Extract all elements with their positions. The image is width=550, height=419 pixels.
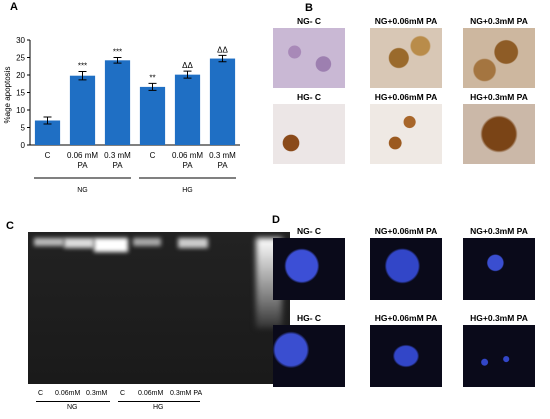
- micrograph: [370, 104, 442, 164]
- significance-mark: **: [149, 73, 155, 82]
- image-caption: HG+0.3mM PA: [470, 92, 528, 102]
- y-tick-label: 0: [21, 141, 26, 150]
- error-bar: [148, 82, 157, 91]
- group-label: NG: [67, 404, 78, 411]
- group-label: NG: [77, 187, 88, 194]
- image-caption: HG+0.06mM PA: [374, 313, 438, 323]
- error-bar: [183, 70, 192, 79]
- image-caption: NG+0.3mM PA: [470, 16, 528, 26]
- micrograph: [370, 28, 442, 88]
- image-caption: HG- C: [296, 313, 322, 323]
- y-tick-label: 30: [16, 36, 25, 45]
- micrograph: [463, 28, 535, 88]
- image-caption: NG+0.06mM PA: [374, 226, 438, 236]
- bar: [104, 60, 131, 145]
- y-tick-label: 25: [16, 54, 25, 63]
- panel-label: B: [305, 2, 313, 14]
- image-caption: HG+0.3mM PA: [470, 313, 528, 323]
- x-tick-label: 0.3 mM PA: [209, 151, 236, 170]
- lane-label: 0.3mM PA: [170, 390, 203, 397]
- micrograph: [273, 104, 345, 164]
- significance-mark: ΔΔ: [217, 45, 228, 54]
- micrograph: [273, 238, 345, 300]
- lane-label: 0.06mM: [138, 390, 164, 397]
- y-tick-label: 20: [16, 71, 25, 80]
- significance-mark: ΔΔ: [182, 61, 193, 70]
- micrograph: [273, 28, 345, 88]
- lane-label: C: [38, 390, 44, 397]
- bar: [139, 86, 166, 145]
- micrograph: [370, 325, 442, 387]
- panel-label: A: [10, 1, 18, 13]
- group-line: [118, 401, 200, 402]
- image-caption: HG- C: [296, 92, 322, 102]
- image-caption: NG+0.06mM PA: [374, 16, 438, 26]
- x-tick-label: 0.3 mM PA: [104, 151, 131, 170]
- micrograph: [273, 325, 345, 387]
- x-tick-label: C: [44, 151, 51, 160]
- micrograph: [463, 238, 535, 300]
- bar: [174, 74, 201, 145]
- bar: [69, 75, 96, 145]
- y-tick-label: 15: [16, 89, 25, 98]
- micrograph: [370, 238, 442, 300]
- significance-mark: ***: [78, 62, 87, 71]
- lane-label: 0.06mM: [55, 390, 81, 397]
- panel-label: C: [6, 220, 14, 232]
- image-caption: NG- C: [296, 16, 322, 26]
- x-tick-label: 0.06 mM PA: [171, 151, 204, 170]
- lane-label: 0.3mM: [86, 390, 108, 397]
- significance-mark: ***: [113, 48, 122, 57]
- error-bar: [218, 54, 227, 63]
- bar: [209, 58, 236, 145]
- group-line: [36, 401, 110, 402]
- y-tick-label: 5: [21, 124, 26, 133]
- y-axis-label: %age apoptosis: [3, 67, 12, 124]
- image-caption: NG- C: [296, 226, 322, 236]
- image-caption: HG+0.06mM PA: [374, 92, 438, 102]
- image-caption: NG+0.3mM PA: [470, 226, 528, 236]
- error-bar: [43, 116, 52, 125]
- panel-label: D: [272, 214, 280, 226]
- group-label: HG: [182, 187, 193, 194]
- error-bar: [78, 71, 87, 81]
- x-tick-label: C: [149, 151, 156, 160]
- micrograph: [463, 325, 535, 387]
- x-tick-label: 0.06 mM PA: [66, 151, 99, 170]
- micrograph: [463, 104, 535, 164]
- y-tick-label: 10: [16, 106, 25, 115]
- gel-image: [28, 232, 290, 384]
- group-label: HG: [153, 404, 164, 411]
- chart: A %age apoptosis 051015202530********ΔΔΔ…: [3, 1, 240, 194]
- error-bar: [113, 57, 122, 64]
- lane-label: C: [120, 390, 126, 397]
- bar: [34, 120, 61, 145]
